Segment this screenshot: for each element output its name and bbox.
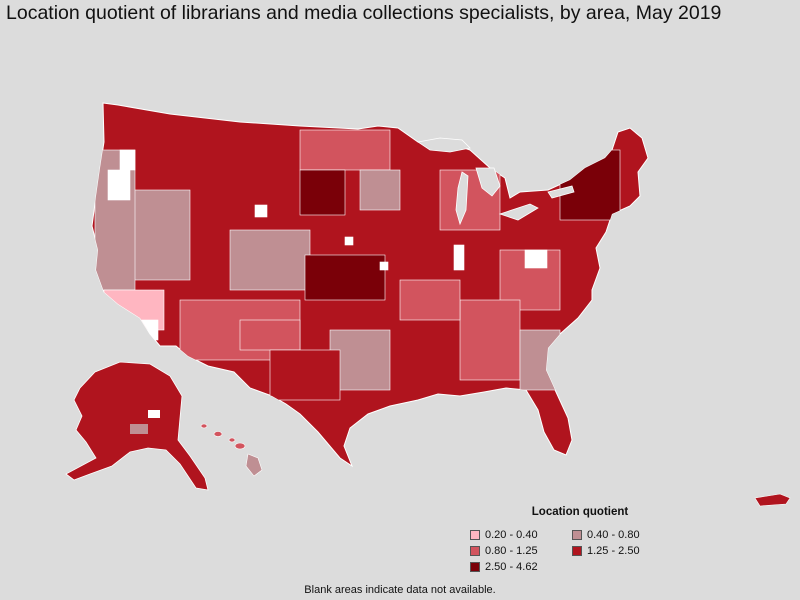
region-patch: [229, 229, 311, 291]
region-patch: [459, 299, 521, 381]
legend-swatch: [572, 530, 582, 540]
great-lakes: [416, 137, 575, 226]
no-data-area: [119, 149, 136, 171]
puerto-rico-shape: [754, 493, 791, 507]
region-patch: [399, 279, 461, 321]
region-patch: [359, 169, 401, 211]
no-data-area: [107, 169, 131, 201]
legend-item: 0.80 - 1.25: [470, 544, 572, 558]
legend-item: 1.25 - 2.50: [572, 544, 682, 558]
no-data-area: [453, 244, 465, 271]
footnote: Blank areas indicate data not available.: [304, 584, 496, 596]
region-patch: [130, 424, 148, 434]
legend-title: Location quotient: [531, 506, 629, 518]
region-patch: [129, 189, 191, 281]
hawaii-shape: [200, 423, 263, 477]
region-patch: [269, 349, 341, 401]
legend-label: 0.40 - 0.80: [587, 529, 640, 541]
legend-item: 0.40 - 0.80: [572, 528, 682, 542]
legend-label: 0.80 - 1.25: [485, 545, 538, 557]
legend-swatch: [572, 546, 582, 556]
no-data-area: [379, 261, 389, 271]
legend-label: 1.25 - 2.50: [587, 545, 640, 557]
region-patch: [304, 254, 386, 301]
legend-swatch: [470, 562, 480, 572]
legend-swatch: [470, 546, 480, 556]
legend-item: 2.50 - 4.62: [470, 560, 572, 574]
no-data-area: [254, 204, 268, 218]
region-patch: [559, 149, 621, 221]
no-data-area: [344, 236, 354, 246]
legend-label: 0.20 - 0.40: [485, 529, 538, 541]
no-data-area: [137, 319, 159, 341]
no-data-area: [148, 410, 160, 418]
region-patch: [239, 319, 301, 351]
no-data-area: [524, 249, 548, 269]
region-patch: [519, 329, 561, 391]
region-patch: [299, 129, 391, 171]
map-title: Location quotient of librarians and medi…: [6, 2, 722, 24]
region-patch: [299, 169, 346, 216]
legend-label: 2.50 - 4.62: [485, 561, 538, 573]
legend-item: 0.20 - 0.40: [470, 528, 572, 542]
legend-swatch: [470, 530, 480, 540]
legend: Location quotient 0.20 - 0.40 0.40 - 0.8…: [470, 506, 710, 574]
